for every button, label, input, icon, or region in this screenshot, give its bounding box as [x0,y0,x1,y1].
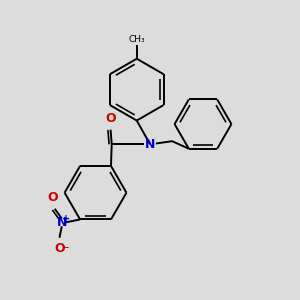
Text: O: O [48,191,58,204]
Text: CH₃: CH₃ [128,35,145,44]
Text: N: N [57,216,67,229]
Text: ⁻: ⁻ [62,244,69,256]
Text: +: + [62,214,70,224]
Text: O: O [54,242,65,255]
Text: N: N [145,138,155,151]
Text: O: O [105,112,116,125]
